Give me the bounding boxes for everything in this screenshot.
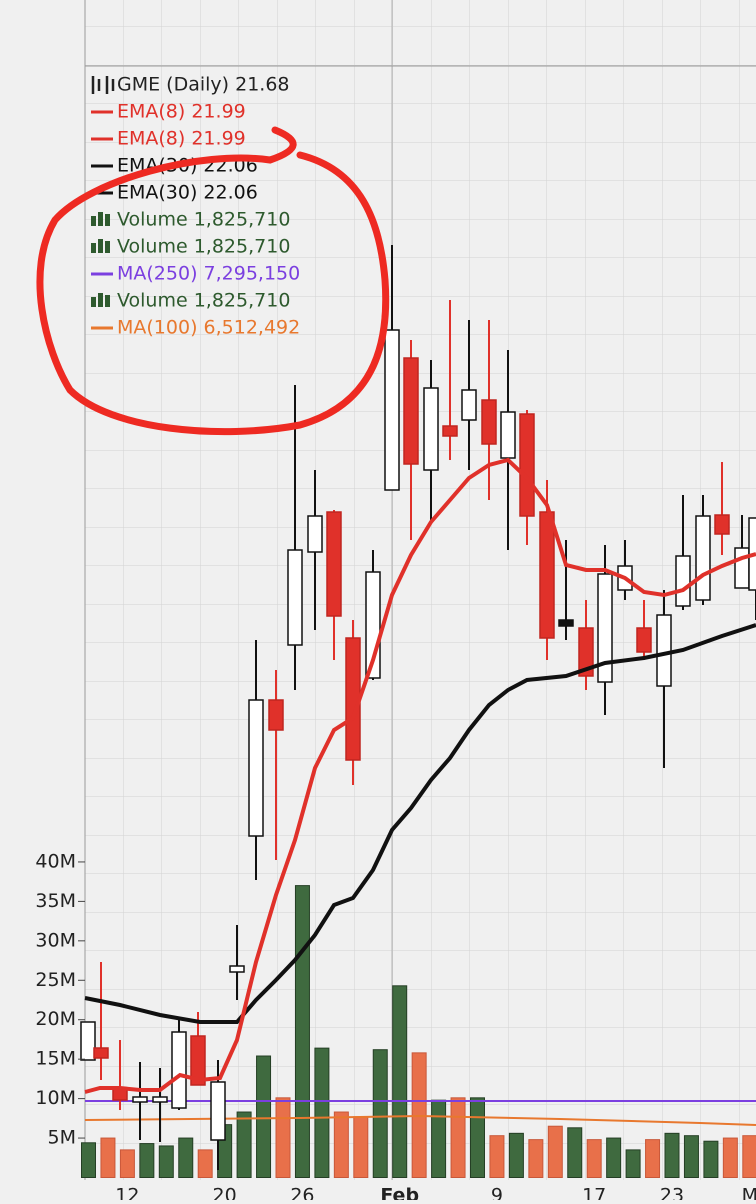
legend-text: MA(250) 7,295,150 [117,263,300,285]
x-tick-label: M [742,1185,756,1201]
legend-icon [105,214,110,226]
legend-icon [98,212,103,226]
legend-icon [105,295,110,307]
volume-bar [665,1133,679,1177]
candle-body [230,966,244,972]
candle-body [288,550,302,645]
y-tick-label: 15M [35,1048,76,1070]
volume-bar [490,1136,504,1178]
candle-body [520,414,534,516]
candle-body [153,1097,167,1102]
candle-body [657,615,671,686]
candle-body [462,390,476,420]
x-tick-label: 9 [491,1185,503,1201]
candle-body [269,700,283,730]
legend-text: MA(100) 6,512,492 [117,317,300,339]
plot-grid [85,0,756,1180]
y-tick-label: 5M [48,1127,76,1149]
volume-bar [198,1150,212,1178]
candle-body [735,548,749,588]
legend-icon [98,239,103,253]
volume-bar [295,886,309,1178]
volume-bar [471,1098,485,1178]
legend-text: Volume 1,825,710 [117,209,290,231]
candle-body [501,412,515,458]
y-tick-label: 40M [35,850,76,872]
volume-bar [704,1141,718,1177]
volume-bar [393,986,407,1178]
legend-text: Volume 1,825,710 [117,290,290,312]
volume-bar [82,1143,96,1178]
candle-body [482,400,496,444]
y-tick-label: 30M [35,929,76,951]
volume-bar [646,1140,660,1178]
volume-bar [354,1117,368,1178]
candle-body [637,628,651,652]
volume-bar [607,1138,621,1177]
volume-bar [587,1140,601,1178]
y-tick-label: 35M [35,890,76,912]
legend-text: GME (Daily) 21.68 [117,74,290,96]
x-tick-label: 20 [213,1185,237,1201]
volume-bar [451,1098,465,1178]
volume-bar [568,1128,582,1178]
candle-body [676,556,690,606]
volume-bar [529,1140,543,1178]
y-tick-label: 10M [35,1087,76,1109]
volume-bar [315,1048,329,1177]
volume-bar [140,1144,154,1178]
volume-bar [257,1056,271,1177]
volume-bar [626,1150,640,1178]
volume-bar [334,1112,348,1177]
x-tick-label: Feb [380,1185,419,1201]
candle-body [81,1022,95,1060]
candle-body [424,388,438,470]
legend-text: EMA(8) 21.99 [117,128,246,150]
candle-body [715,515,729,534]
legend-icon [91,297,96,307]
volume-bar [373,1050,387,1178]
volume-bar [276,1098,290,1178]
legend-icon [98,293,103,307]
y-tick-label: 20M [35,1008,76,1030]
volume-bar [237,1112,251,1177]
legend-text: Volume 1,825,710 [117,236,290,258]
candle-body [559,620,573,626]
volume-bar [432,1100,446,1177]
y-tick-label: 25M [35,969,76,991]
volume-bar [548,1126,562,1177]
candle-body [249,700,263,836]
volume-bar [684,1136,698,1178]
x-tick-label: 17 [582,1185,606,1201]
x-tick-label: 26 [290,1185,314,1201]
candle-body [94,1048,108,1058]
volume-bar [743,1136,756,1178]
legend-icon [105,241,110,253]
candle-body [696,516,710,600]
candle-body [211,1082,225,1140]
legend-text: EMA(8) 21.99 [117,101,246,123]
volume-bar [509,1133,523,1177]
x-tick-label: 23 [660,1185,684,1201]
candle-body [540,512,554,638]
volume-bar [159,1146,173,1178]
candle-body [172,1032,186,1108]
candle-body [385,330,399,490]
legend-icon [91,216,96,226]
volume-bar [723,1138,737,1177]
volume-bar [101,1138,115,1177]
x-tick-label: 12 [115,1185,139,1201]
candle-body [133,1097,147,1102]
candle-body [327,512,341,616]
volume-bar [179,1138,193,1177]
candle-body [308,516,322,552]
legend-icon [91,243,96,253]
volume-bar [120,1150,134,1178]
candle-body [443,426,457,436]
legend-text: EMA(30) 22.06 [117,182,258,204]
candle-body [404,358,418,464]
